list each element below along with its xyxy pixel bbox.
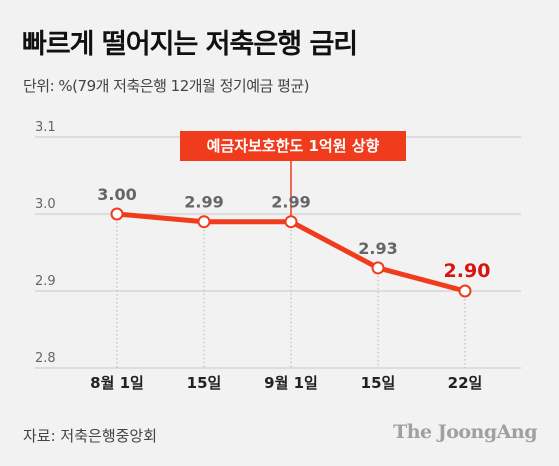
x-tick-label: 15일: [187, 374, 222, 392]
data-label: 2.99: [271, 193, 310, 212]
source-note: 자료: 저축은행중앙회: [23, 427, 158, 445]
unit-note: 단위: %(79개 저축은행 12개월 정기예금 평균): [23, 77, 310, 95]
data-point: [284, 215, 298, 229]
data-label: 2.93: [358, 239, 397, 258]
annotation: 예금자보호한도 1억원 상향: [180, 131, 406, 222]
x-tick-label: 8월 1일: [90, 374, 144, 392]
gridlines: [35, 136, 521, 369]
data-label: 3.00: [97, 185, 136, 204]
brand-logo: The JoongAng: [393, 421, 537, 443]
annotation-text: 예금자보호한도 1억원 상향: [207, 137, 380, 155]
data-point: [110, 207, 124, 221]
data-point: [197, 215, 211, 229]
y-tick-label: 3.1: [35, 120, 56, 135]
y-tick-label: 2.9: [35, 274, 56, 289]
y-tick-label: 2.8: [35, 351, 56, 366]
data-labels: 3.00 2.99 2.99 2.93 2.90: [97, 185, 490, 282]
data-point: [458, 284, 472, 298]
y-tick-label: 3.0: [35, 197, 56, 212]
chart-title: 빠르게 떨어지는 저축은행 금리: [22, 29, 358, 60]
x-tick-label: 15일: [361, 374, 396, 392]
point-guides: [116, 214, 466, 368]
x-axis-ticks: 8월 1일 15일 9월 1일 15일 22일: [90, 374, 482, 392]
data-points: [110, 207, 472, 298]
data-point: [371, 261, 385, 275]
x-tick-label: 22일: [448, 374, 483, 392]
data-label: 2.99: [184, 193, 223, 212]
data-label: 2.90: [444, 260, 491, 282]
x-tick-label: 9월 1일: [264, 374, 318, 392]
annotation-box: [180, 131, 406, 161]
y-axis-ticks: 3.1 3.0 2.9 2.8: [35, 120, 56, 366]
